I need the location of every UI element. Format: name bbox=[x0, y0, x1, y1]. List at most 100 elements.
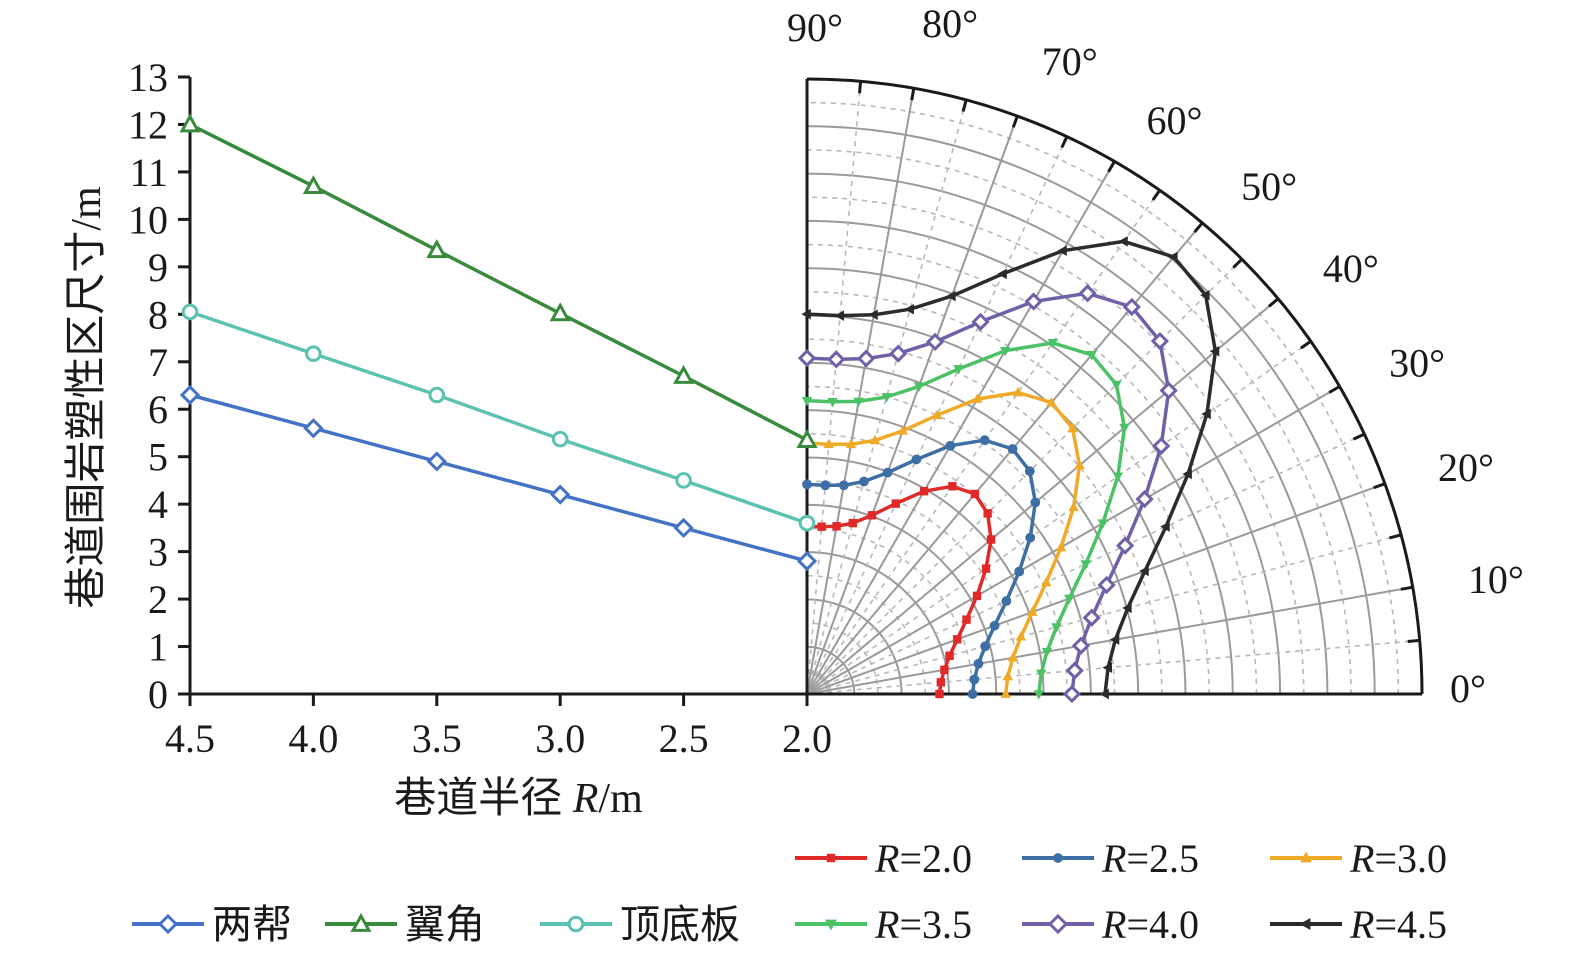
polar-series-point bbox=[972, 393, 983, 403]
polar-series-point bbox=[1111, 380, 1122, 391]
polar-series-point bbox=[986, 535, 996, 544]
y-tick-label: 9 bbox=[148, 245, 168, 290]
legend-swatch-marker bbox=[350, 912, 372, 932]
polar-angle-label: 70° bbox=[1042, 39, 1098, 84]
legend-label-part: =4.5 bbox=[1374, 902, 1447, 947]
polar-series-point bbox=[1135, 489, 1154, 509]
polar-series-point bbox=[1102, 662, 1112, 673]
polar-series-point bbox=[997, 268, 1007, 280]
polar-series-point bbox=[802, 479, 812, 490]
polar-series-point bbox=[981, 564, 991, 573]
polar-series-point bbox=[1074, 459, 1085, 470]
polar-tick-mark bbox=[1352, 432, 1366, 441]
polar-series-point bbox=[868, 309, 878, 321]
x-axis-title-part: 巷道半径 bbox=[394, 776, 573, 822]
polar-grid-circle bbox=[806, 622, 879, 695]
legend-swatch-marker bbox=[1300, 851, 1312, 863]
line-series bbox=[189, 393, 808, 563]
legend-label-part: =4.0 bbox=[1126, 902, 1199, 947]
x-axis-title-part: R bbox=[572, 776, 599, 822]
polar-tick-mark bbox=[1300, 340, 1312, 350]
polar-series-point bbox=[1068, 501, 1079, 512]
polar-tick-mark bbox=[961, 99, 968, 112]
polar-grid-circle bbox=[806, 291, 1210, 695]
y-tick-label: 3 bbox=[148, 530, 168, 575]
polar-series-point bbox=[859, 476, 869, 487]
polar-series-point bbox=[1150, 331, 1170, 351]
polar-plot: 0° 10° 20° 30° 40° 50° 60° 70° 80° 90° bbox=[787, 1, 1524, 711]
polar-series-point bbox=[931, 409, 943, 420]
polar-series-point bbox=[1002, 670, 1014, 681]
polar-series-point bbox=[1152, 436, 1171, 456]
line-series-point bbox=[426, 239, 448, 259]
polar-angle-label: 80° bbox=[922, 1, 978, 46]
polar-grid-spoke bbox=[806, 222, 1204, 695]
polar-grid-spoke bbox=[806, 433, 1365, 695]
polar-grid-spoke bbox=[806, 534, 1402, 695]
polar-series-point bbox=[999, 346, 1011, 357]
polar-tick-mark bbox=[1107, 160, 1116, 173]
polar-series-point bbox=[911, 454, 922, 465]
polar-grid-circle bbox=[806, 243, 1258, 695]
legend-swatch-marker bbox=[157, 913, 179, 935]
polar-series-point bbox=[1078, 284, 1097, 303]
polar-series-point bbox=[834, 310, 844, 321]
polar-grid-spoke bbox=[806, 88, 915, 695]
polar-series-point bbox=[1119, 423, 1130, 434]
polar-series-point bbox=[979, 435, 990, 446]
polar-series-point bbox=[1080, 560, 1091, 570]
polar-series-point bbox=[983, 509, 992, 518]
legend-item: R=3.5 bbox=[795, 902, 972, 947]
polar-grid-spoke bbox=[806, 189, 1161, 695]
line-series-point bbox=[303, 418, 324, 439]
polar-series-point bbox=[904, 303, 914, 315]
polar-series-point bbox=[1057, 245, 1067, 256]
polar-series-point bbox=[913, 382, 925, 392]
polar-series-point bbox=[820, 480, 831, 491]
legend-item: 两帮 bbox=[132, 902, 292, 947]
polar-series-point bbox=[967, 689, 978, 699]
polar-series-point bbox=[891, 499, 900, 508]
polar-series-point bbox=[1118, 236, 1128, 247]
polar-series-point bbox=[797, 348, 817, 368]
polar-tick-mark bbox=[1400, 585, 1413, 591]
polar-tick-mark bbox=[1011, 115, 1019, 128]
polar-series-point bbox=[940, 665, 949, 674]
legend-label: R=3.0 bbox=[1349, 836, 1447, 881]
polar-series-point bbox=[972, 591, 982, 601]
legend-item: R=4.5 bbox=[1270, 902, 1447, 947]
polar-series-point bbox=[1122, 602, 1132, 614]
polar-series-point bbox=[935, 689, 944, 699]
polar-grid-spoke bbox=[806, 340, 1312, 695]
polar-grid-circle bbox=[806, 574, 927, 695]
line-series bbox=[189, 122, 808, 442]
polar-series-point bbox=[1024, 292, 1043, 311]
polar-series-point bbox=[853, 397, 864, 408]
polar-grid-circle bbox=[806, 338, 1163, 695]
polar-tick-mark bbox=[1060, 135, 1069, 149]
line-series-point bbox=[550, 484, 571, 505]
line-series-point bbox=[673, 364, 695, 384]
polar-series-point bbox=[953, 365, 964, 375]
polar-tick-mark bbox=[910, 88, 916, 101]
y-tick-label: 6 bbox=[148, 387, 168, 432]
polar-series-point bbox=[1200, 290, 1210, 301]
x-tick-label: 4.5 bbox=[165, 716, 215, 761]
legend-label-part: R bbox=[1349, 836, 1374, 881]
line-series-point bbox=[796, 428, 818, 448]
legend-swatch-marker bbox=[567, 915, 585, 933]
legend-swatch-marker bbox=[825, 919, 837, 931]
polar-angle-label: 30° bbox=[1389, 341, 1445, 386]
y-tick-label: 2 bbox=[148, 577, 168, 622]
legend-item: R=2.5 bbox=[1022, 836, 1199, 881]
line-series bbox=[189, 310, 808, 525]
line-series-point bbox=[551, 430, 569, 448]
polar-series-point bbox=[845, 438, 857, 449]
line-series-point bbox=[179, 384, 201, 406]
polar-series-point bbox=[857, 349, 876, 368]
polar-series-point bbox=[1007, 652, 1019, 662]
polar-series-point bbox=[973, 658, 984, 669]
polar-series-point bbox=[1209, 346, 1220, 357]
polar-angle-label: 60° bbox=[1147, 98, 1203, 143]
polar-series-point bbox=[1001, 596, 1012, 606]
